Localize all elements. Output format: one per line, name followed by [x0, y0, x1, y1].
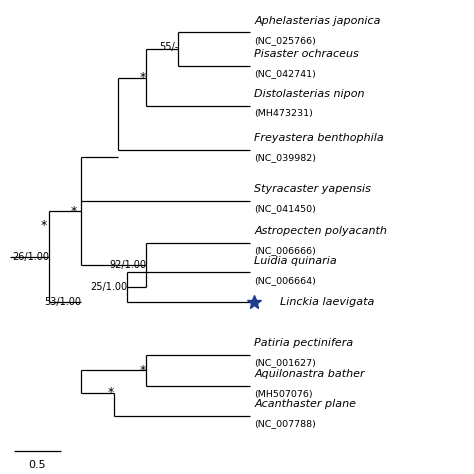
Text: (NC_006664): (NC_006664) — [255, 276, 316, 285]
Text: Linckia laevigata: Linckia laevigata — [280, 297, 374, 307]
Text: *: * — [108, 386, 114, 400]
Text: Aphelasterias japonica: Aphelasterias japonica — [255, 16, 381, 26]
Text: 26/1.00: 26/1.00 — [12, 252, 49, 262]
Text: Aquilonastra bather: Aquilonastra bather — [255, 369, 365, 379]
Text: (MH473231): (MH473231) — [255, 109, 313, 118]
Text: (NC_006666): (NC_006666) — [255, 246, 316, 255]
Text: Patiria pectinifera: Patiria pectinifera — [255, 338, 354, 348]
Text: Luidia quinaria: Luidia quinaria — [255, 255, 337, 265]
Text: (NC_042741): (NC_042741) — [255, 69, 316, 78]
Text: 55/-: 55/- — [159, 42, 178, 52]
Text: Freyastera benthophila: Freyastera benthophila — [255, 134, 384, 144]
Text: (NC_001627): (NC_001627) — [255, 358, 316, 367]
Text: Distolasterias nipon: Distolasterias nipon — [255, 89, 365, 99]
Text: Styracaster yapensis: Styracaster yapensis — [255, 184, 371, 194]
Text: *: * — [140, 364, 146, 377]
Text: (NC_007788): (NC_007788) — [255, 419, 316, 428]
Text: *: * — [140, 71, 146, 84]
Text: (NC_025766): (NC_025766) — [255, 36, 316, 45]
Text: 92/1.00: 92/1.00 — [109, 260, 146, 270]
Text: (NC_041450): (NC_041450) — [255, 204, 316, 213]
Text: Astropecten polyacanth: Astropecten polyacanth — [255, 226, 387, 236]
Text: 0.5: 0.5 — [29, 460, 46, 470]
Text: (MH507076): (MH507076) — [255, 390, 313, 399]
Text: *: * — [40, 219, 47, 232]
Text: Pisaster ochraceus: Pisaster ochraceus — [255, 49, 359, 59]
Text: 53/1.00: 53/1.00 — [45, 297, 82, 307]
Text: *: * — [71, 205, 77, 218]
Text: (NC_039982): (NC_039982) — [255, 154, 316, 163]
Text: Acanthaster plane: Acanthaster plane — [255, 399, 356, 409]
Text: 25/1.00: 25/1.00 — [91, 282, 128, 292]
